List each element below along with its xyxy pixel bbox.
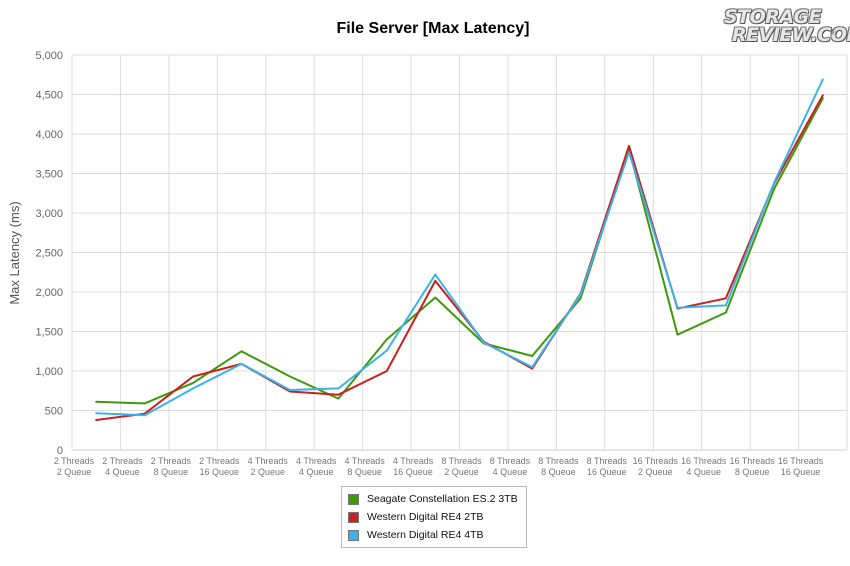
chart-title: File Server [Max Latency] bbox=[336, 20, 530, 37]
series-line-2 bbox=[95, 94, 824, 421]
y-tick-label: 2,500 bbox=[35, 248, 63, 260]
y-tick-label: 3,500 bbox=[35, 169, 63, 181]
legend-item: Western Digital RE4 2TB bbox=[348, 510, 484, 524]
x-tick-label: 4 Threads 16 Queue bbox=[393, 456, 434, 477]
x-tick-label: 4 Threads 4 Queue bbox=[296, 456, 337, 477]
logo-registered-mark: ® bbox=[830, 28, 836, 37]
x-tick-label: 8 Threads 8 Queue bbox=[538, 456, 579, 477]
chart-grid bbox=[71, 54, 848, 451]
x-tick-label: 8 Threads 2 Queue bbox=[441, 456, 482, 477]
x-tick-label: 4 Threads 2 Queue bbox=[248, 456, 289, 477]
y-tick-label: 5,000 bbox=[35, 50, 63, 62]
x-tick-label: 2 Threads 8 Queue bbox=[151, 456, 192, 477]
chart-legend: Seagate Constellation ES.2 3TB Western Di… bbox=[341, 486, 527, 548]
legend-item: Western Digital RE4 4TB bbox=[348, 528, 484, 542]
legend-swatch bbox=[348, 529, 359, 541]
y-tick-label: 1,000 bbox=[35, 366, 63, 378]
storagereview-logo: STORAGE REVIEW.COM ® bbox=[722, 6, 850, 48]
legend-label: Western Digital RE4 4TB bbox=[367, 529, 484, 541]
series-lines bbox=[95, 78, 824, 421]
logo-line-2: REVIEW.COM bbox=[732, 24, 850, 46]
y-tick-label: 2,000 bbox=[35, 287, 63, 299]
y-tick-label: 4,000 bbox=[35, 129, 63, 141]
legend-label: Seagate Constellation ES.2 3TB bbox=[367, 493, 518, 505]
legend-item: Seagate Constellation ES.2 3TB bbox=[348, 492, 518, 506]
x-tick-label: 16 Threads 8 Queue bbox=[729, 456, 775, 477]
x-tick-labels: 2 Threads 2 Queue 2 Threads 4 Queue 2 Thread… bbox=[54, 456, 824, 477]
x-tick-label: 16 Threads 4 Queue bbox=[681, 456, 727, 477]
y-tick-label: 500 bbox=[45, 406, 63, 418]
legend-swatch bbox=[348, 493, 359, 505]
y-tick-labels: 0 500 1,000 1,500 2,000 2,500 3,000 3,500 4,000 4… bbox=[35, 50, 63, 457]
x-tick-label: 2 Threads 2 Queue bbox=[54, 456, 95, 477]
x-tick-label: 16 Threads 16 Queue bbox=[778, 456, 824, 477]
y-axis-label: Max Latency (ms) bbox=[7, 201, 22, 304]
y-tick-label: 1,500 bbox=[35, 327, 63, 339]
series-line-3 bbox=[95, 78, 824, 417]
x-tick-label: 2 Threads 4 Queue bbox=[102, 456, 143, 477]
y-tick-label: 0 bbox=[57, 445, 63, 457]
x-tick-label: 8 Threads 16 Queue bbox=[587, 456, 628, 477]
x-tick-label: 2 Threads 16 Queue bbox=[199, 456, 240, 477]
logo-line-1: STORAGE bbox=[724, 6, 822, 28]
x-tick-label: 4 Threads 8 Queue bbox=[344, 456, 385, 477]
legend-label: Western Digital RE4 2TB bbox=[367, 511, 484, 523]
y-tick-label: 4,500 bbox=[35, 90, 63, 102]
legend-swatch bbox=[348, 511, 359, 523]
x-tick-label: 16 Threads 2 Queue bbox=[633, 456, 679, 477]
x-tick-label: 8 Threads 4 Queue bbox=[490, 456, 531, 477]
y-tick-label: 3,000 bbox=[35, 208, 63, 220]
series-line-1 bbox=[95, 97, 824, 405]
